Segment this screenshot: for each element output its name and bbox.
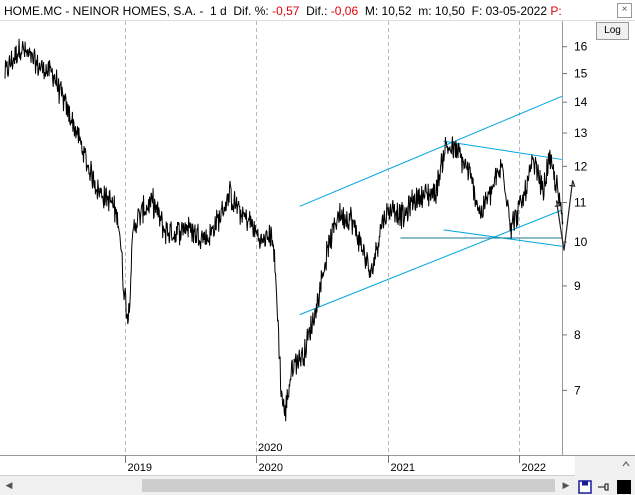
trendline <box>299 95 563 207</box>
dif-label: Dif.: <box>306 4 328 18</box>
scroll-left-icon[interactable]: ◀ <box>5 480 13 490</box>
x-tick-label: 2019 <box>128 462 152 474</box>
x-tick-label: 2022 <box>522 462 546 474</box>
min-value: 10,50 <box>434 4 465 18</box>
dif-pct-label: Dif. %: <box>233 4 269 18</box>
max-value: 10,52 <box>381 4 412 18</box>
year-marker-label: 2020 <box>258 442 282 454</box>
y-axis: 7 8 9 10 11 12 13 14 15 16 <box>562 40 588 397</box>
scroll-up-icon[interactable] <box>619 457 633 471</box>
close-button[interactable]: × <box>617 3 632 18</box>
company-name: NEINOR HOMES, S.A. - <box>72 4 204 18</box>
min-label: m: <box>418 4 432 18</box>
y-tick-label: 12 <box>574 159 588 173</box>
y-tick-label: 9 <box>574 279 581 293</box>
save-icon[interactable] <box>578 480 592 494</box>
trendlines <box>299 95 563 316</box>
arrow-head <box>554 200 561 207</box>
price-series-line <box>4 38 564 422</box>
y-tick-label: 16 <box>574 40 588 54</box>
y-tick-label: 14 <box>574 95 588 109</box>
price-flag: P: <box>550 4 562 18</box>
ticker-label: HOME.MC <box>4 4 62 18</box>
y-tick-label: 15 <box>574 67 588 81</box>
x-tick-label: 2021 <box>391 462 415 474</box>
y-tick-label: 10 <box>574 235 588 249</box>
projection-arrow <box>555 200 565 251</box>
scroll-thumb[interactable] <box>142 479 555 492</box>
dif-value: -0,06 <box>330 4 359 18</box>
y-tick-label: 8 <box>574 328 581 342</box>
y-tick-label: 7 <box>574 383 581 397</box>
horizontal-scrollbar[interactable]: ◀ ▶ <box>0 475 575 495</box>
log-scale-toggle[interactable]: Log <box>596 22 629 40</box>
date-value: 03-05-2022 <box>485 4 548 18</box>
scroll-right-icon[interactable]: ▶ <box>562 480 570 490</box>
y-tick-label: 13 <box>574 126 588 140</box>
x-tick-label: 2020 <box>259 462 283 474</box>
trendline <box>443 140 562 160</box>
x-axis: 2019 2020 2021 2022 2020 <box>125 442 546 474</box>
y-tick-label: 11 <box>574 195 587 209</box>
arrow-head <box>569 180 576 187</box>
chart-tools <box>575 456 635 495</box>
trendline <box>299 209 563 316</box>
dif-pct-value: -0,57 <box>272 4 300 18</box>
projection-arrow <box>563 180 574 251</box>
color-square-icon[interactable] <box>617 480 631 494</box>
projection-arrows <box>554 180 576 251</box>
date-label: F: <box>471 4 483 18</box>
chart-header: HOME.MC - NEINOR HOMES, S.A. - 1 d Dif. … <box>4 4 562 18</box>
max-label: M: <box>364 4 379 18</box>
period-label: 1 d <box>210 4 227 18</box>
pin-icon[interactable] <box>596 480 610 494</box>
